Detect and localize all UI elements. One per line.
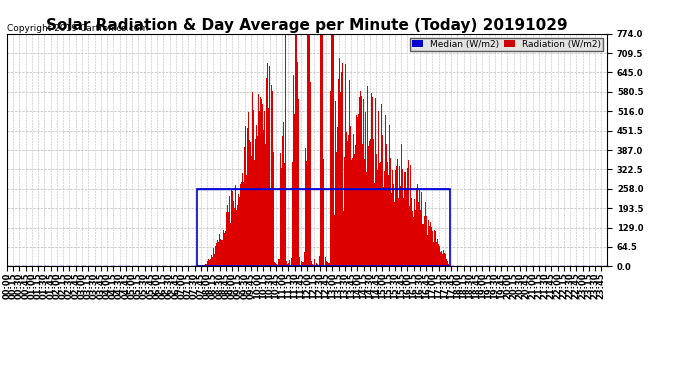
Legend: Median (W/m2), Radiation (W/m2): Median (W/m2), Radiation (W/m2) xyxy=(411,38,602,51)
Bar xyxy=(197,189,450,266)
Title: Solar Radiation & Day Average per Minute (Today) 20191029: Solar Radiation & Day Average per Minute… xyxy=(46,18,568,33)
Text: Copyright 2019 Cartronics.com: Copyright 2019 Cartronics.com xyxy=(7,24,148,33)
